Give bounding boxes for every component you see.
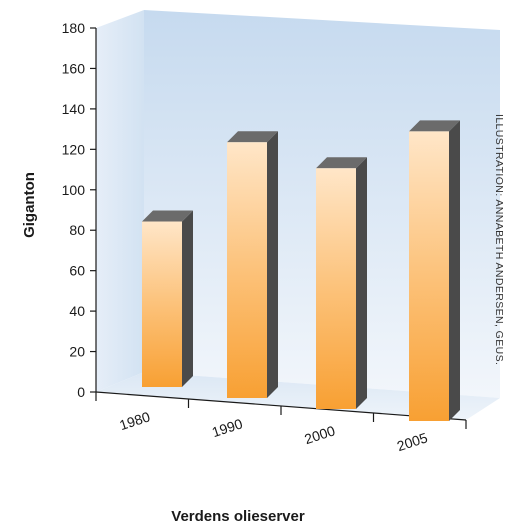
x-tick-label: 2000 [302,422,337,447]
bar-side-face [182,210,193,387]
y-tick-label: 120 [62,141,86,157]
bar-top-face [227,131,278,143]
y-tick-label: 80 [69,222,85,238]
illustration-credit: ILLUSTRATION: ANNABETH ANDERSEN, GEUS. [493,114,505,365]
x-tick-label: 2005 [395,429,430,454]
floor [96,372,500,420]
bar-2005 [409,120,460,422]
bar-top-face [409,120,460,132]
bar-side-face [449,120,460,422]
x-tick-label: 1980 [117,408,152,433]
y-tick-label: 20 [69,344,85,360]
x-axis-title: Verdens olieserver [171,508,305,525]
y-axis-ticks: 0 20 40 60 80 100 120 140 160 180 [62,20,96,400]
y-tick-label: 100 [62,182,86,198]
y-tick-label: 0 [77,384,85,400]
bar-front-face [316,168,356,409]
y-tick-label: 160 [62,60,86,76]
x-tick-label: 1990 [210,415,245,440]
bars [142,120,460,422]
y-tick-label: 180 [62,20,86,36]
bar-front-face [409,131,449,422]
y-axis-title: Giganton [21,172,38,238]
bar-top-face [316,157,367,169]
y-tick-label: 140 [62,101,86,117]
bar-front-face [142,221,182,387]
bar-side-face [356,157,367,409]
bar-1990 [227,131,278,398]
y-tick-label: 40 [69,303,85,319]
bar-2000 [316,157,367,409]
left-wall [96,10,144,392]
bar-front-face [227,142,267,398]
bar-1980 [142,210,193,387]
bar-side-face [267,131,278,398]
y-tick-label: 60 [69,263,85,279]
bar-top-face [142,210,193,222]
